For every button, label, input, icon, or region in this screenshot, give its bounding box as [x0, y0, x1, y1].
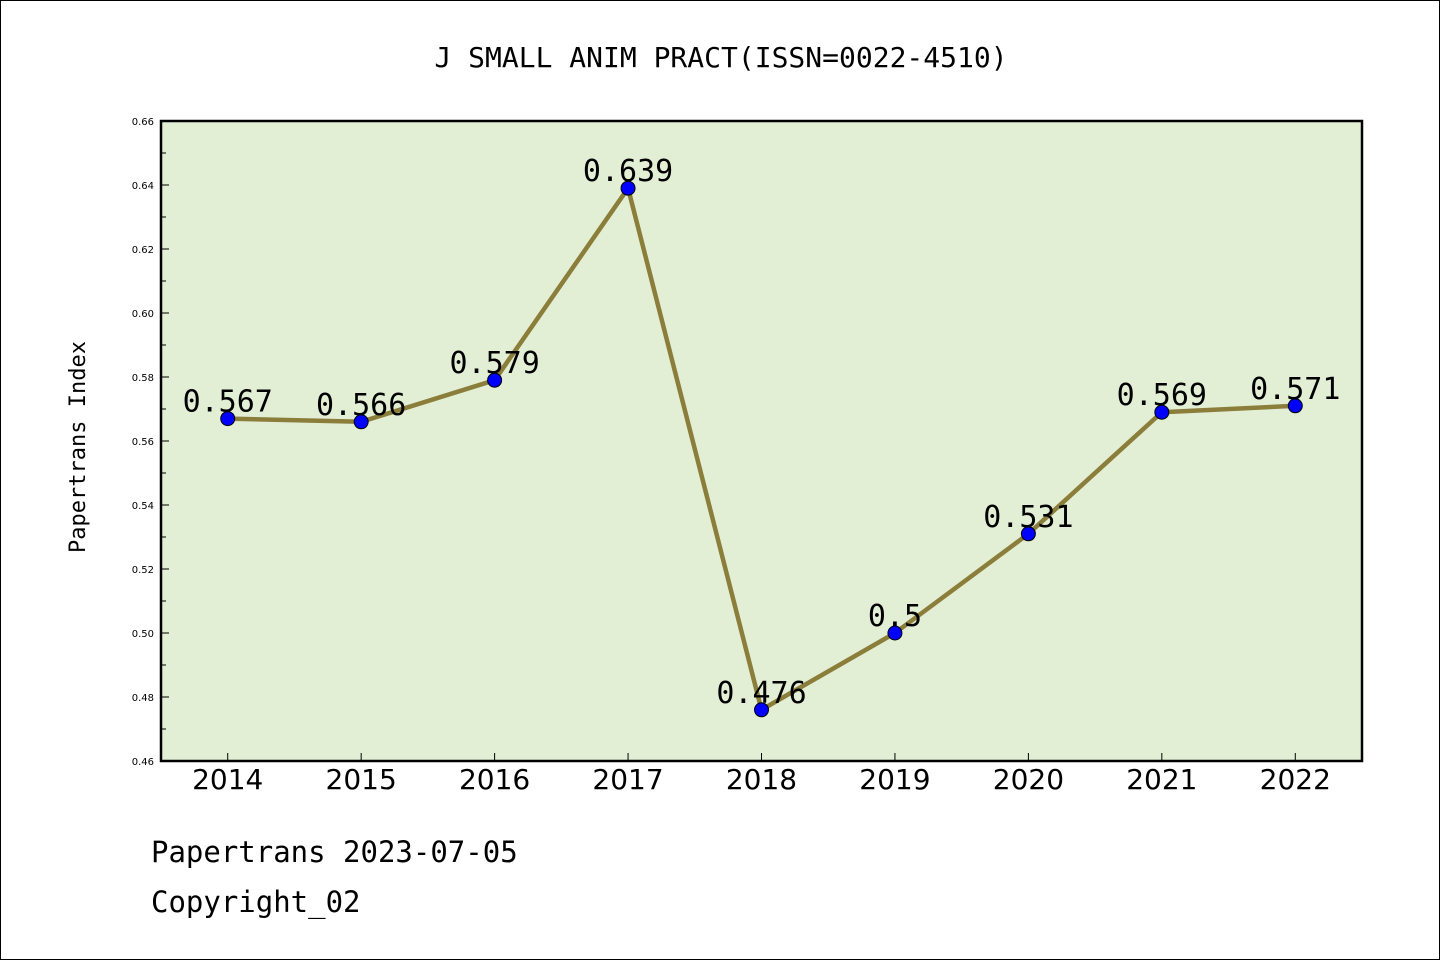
y-tick-label: 0.66	[132, 117, 154, 128]
data-label: 0.567	[183, 385, 273, 420]
y-axis-label: Papertrans Index	[66, 341, 91, 553]
x-tick-label: 2018	[726, 763, 797, 796]
data-point	[353, 414, 369, 430]
x-tick-label: 2019	[859, 763, 930, 796]
data-point	[1287, 398, 1303, 414]
series-layer: 0.567 0.566 0.579 0.639 0.476 0.5 0.531 0.569 0.…	[183, 154, 1340, 718]
y-tick-label: 0.48	[132, 693, 154, 704]
data-point	[887, 625, 903, 641]
x-tick-label: 2017	[592, 763, 663, 796]
data-label: 0.579	[449, 346, 539, 381]
data-point	[1020, 526, 1036, 542]
x-tick-label: 2016	[459, 763, 530, 796]
data-point	[1154, 404, 1170, 420]
x-tick-label: 2020	[993, 763, 1064, 796]
y-tick-label: 0.52	[132, 565, 154, 576]
data-label: 0.531	[983, 500, 1073, 535]
data-label: 0.639	[583, 154, 673, 189]
footer-source: Papertrans 2023-07-05	[151, 835, 518, 869]
x-tick-label: 2022	[1260, 763, 1331, 796]
y-tick-label: 0.50	[132, 629, 154, 640]
x-axis-ticks: 2014 2015 2016 2017 2018 2019 2020 2021 2022	[192, 753, 1331, 796]
footer-copyright: Copyright_02	[151, 885, 361, 919]
y-tick-label: 0.62	[132, 245, 154, 256]
plot-area	[161, 121, 1362, 761]
x-tick-label: 2015	[326, 763, 397, 796]
y-tick-label: 0.60	[132, 309, 154, 320]
data-label: 0.566	[316, 388, 406, 423]
y-tick-label: 0.54	[132, 501, 154, 512]
data-label: 0.476	[716, 676, 806, 711]
data-label: 0.571	[1250, 372, 1340, 407]
data-label: 0.5	[868, 599, 922, 634]
y-tick-label: 0.56	[132, 437, 154, 448]
plot-border	[159, 119, 1364, 763]
y-tick-label: 0.58	[132, 373, 154, 384]
data-point	[487, 372, 503, 388]
x-tick-label: 2014	[192, 763, 263, 796]
y-tick-label: 0.64	[132, 181, 154, 192]
data-point	[220, 411, 236, 427]
data-point	[620, 180, 636, 196]
data-point	[754, 702, 769, 718]
y-tick-label: 0.46	[132, 757, 154, 768]
y-axis-ticks: 0.46 0.48 0.50 0.52 0.54 0.56 0.58 0.60 0.62 0.64…	[132, 117, 169, 768]
data-label: 0.569	[1117, 378, 1207, 413]
chart-title: J SMALL ANIM PRACT(ISSN=0022-4510)	[434, 41, 1007, 74]
x-tick-label: 2021	[1126, 763, 1197, 796]
